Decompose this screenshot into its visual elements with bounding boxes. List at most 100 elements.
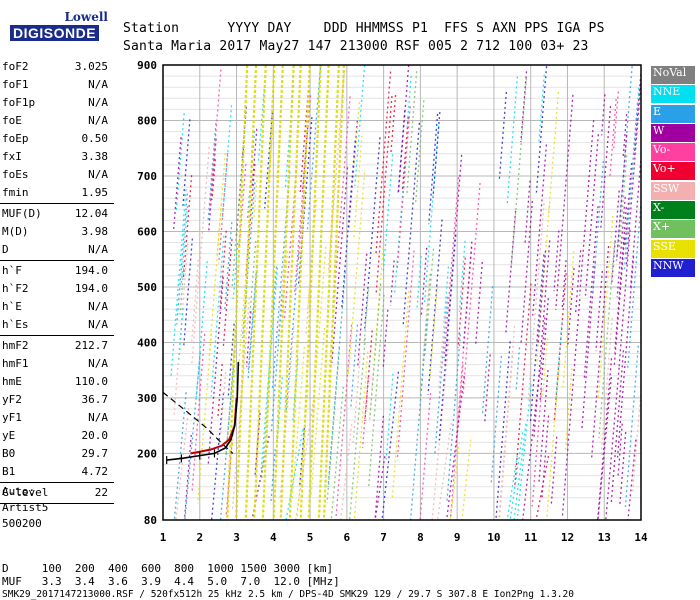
echo-streak — [536, 205, 551, 364]
echo-streak — [481, 286, 494, 415]
x-tick-label: 10 — [487, 531, 500, 544]
echo-streak — [520, 71, 528, 143]
divider — [0, 203, 114, 204]
echo-streak — [208, 204, 222, 360]
echo-streak — [531, 390, 543, 507]
x-tick-label: 13 — [598, 531, 611, 544]
x-tick-label: 5 — [307, 531, 314, 544]
echo-traces — [170, 65, 641, 520]
echo-streak — [614, 207, 628, 353]
param-value: 3.98 — [81, 225, 109, 238]
echo-streak — [554, 321, 563, 402]
param-row: fxI 3.38 — [0, 148, 114, 166]
echo-streak — [390, 95, 397, 155]
param-value: 20.0 — [81, 429, 109, 442]
echo-streak — [509, 432, 524, 520]
echo-streak — [279, 326, 295, 498]
echo-streak — [219, 371, 227, 437]
param-key: yF1 — [2, 411, 22, 424]
echo-streak — [619, 432, 627, 506]
param-key: B1 — [2, 465, 16, 478]
echo-streak — [211, 159, 216, 200]
param-value: 36.7 — [81, 393, 109, 406]
param-key: h`Es — [2, 318, 29, 331]
param-key: hmF2 — [2, 339, 29, 352]
echo-streak — [391, 290, 410, 500]
x-tick-label: 11 — [524, 531, 538, 544]
echo-streak — [609, 98, 617, 177]
echo-streak — [222, 239, 233, 348]
echo-streak — [535, 66, 548, 193]
param-row: h`Es N/A — [0, 316, 114, 334]
echo-streak — [219, 230, 227, 312]
param-value: 3.38 — [81, 150, 109, 163]
echo-streak — [578, 120, 595, 296]
echo-streak — [353, 135, 363, 238]
auto-label: Auto: — [2, 485, 36, 498]
echo-streak — [297, 191, 305, 261]
legend-item-nne: NNE — [651, 85, 695, 104]
echo-streak — [361, 377, 369, 449]
y-tick-label: 200 — [137, 447, 157, 460]
param-value: 0.50 — [81, 132, 109, 145]
echo-streak — [434, 296, 449, 456]
echo-streak — [208, 69, 222, 215]
echo-streak — [245, 311, 252, 368]
echo-streak — [498, 91, 508, 182]
echo-streak — [461, 439, 472, 520]
y-tick-label: 300 — [137, 392, 157, 405]
echo-streak — [613, 238, 626, 368]
param-value: N/A — [88, 78, 108, 91]
echo-streak — [596, 358, 613, 520]
profile-curve — [166, 361, 240, 461]
x-tick-label: 1 — [160, 531, 167, 544]
echo-streak — [369, 283, 382, 417]
echo-streak — [553, 230, 560, 292]
echo-streak — [197, 333, 213, 504]
echo-streak — [172, 137, 182, 231]
echo-streak — [449, 441, 461, 520]
echo-streak — [514, 283, 532, 486]
echo-streak — [510, 78, 528, 269]
echo-streak — [207, 138, 217, 234]
x-tick-label: 6 — [344, 531, 351, 544]
echo-streak — [341, 140, 356, 309]
echo-streak — [409, 319, 428, 520]
echo-streak — [276, 377, 283, 442]
echo-streak — [173, 392, 187, 520]
echo-streak — [175, 408, 190, 520]
echo-streak — [330, 386, 344, 520]
echo-streak — [270, 449, 276, 505]
echo-streak — [414, 100, 425, 204]
echo-streak — [599, 106, 612, 231]
echo-streak — [354, 65, 366, 187]
echo-streak — [219, 368, 234, 520]
param-group-muf: MUF(D) 12.04 M(D) 3.98 D N/A — [0, 205, 114, 259]
plot-frame — [162, 64, 642, 521]
echo-streak — [495, 341, 511, 520]
echo-streak — [520, 200, 534, 346]
legend-item-w: W — [651, 123, 695, 142]
echo-streak — [475, 261, 483, 345]
echo-streak — [462, 241, 473, 351]
echo-streak — [427, 219, 443, 395]
echo-streak — [584, 134, 600, 296]
param-row: foE N/A — [0, 112, 114, 130]
param-key: h`E — [2, 300, 22, 313]
echo-streak — [432, 112, 441, 198]
echo-streak — [231, 159, 243, 287]
echo-streak — [327, 73, 345, 274]
echo-streak — [350, 324, 359, 407]
x-tick-label: 4 — [270, 531, 277, 544]
echo-streak — [191, 146, 210, 364]
echo-streak — [537, 250, 547, 344]
legend-item-noval: NoVal — [651, 66, 695, 84]
echo-streak — [535, 455, 550, 520]
param-value: 4.72 — [81, 465, 109, 478]
param-row: M(D) 3.98 — [0, 223, 114, 241]
echo-streak — [170, 189, 187, 379]
param-value: N/A — [88, 96, 108, 109]
echo-streak — [285, 253, 300, 412]
echo-streak — [436, 422, 452, 520]
x-axis: 1 2 3 4 5 6 7 8 9 10 11 12 13 14 — [160, 531, 648, 544]
